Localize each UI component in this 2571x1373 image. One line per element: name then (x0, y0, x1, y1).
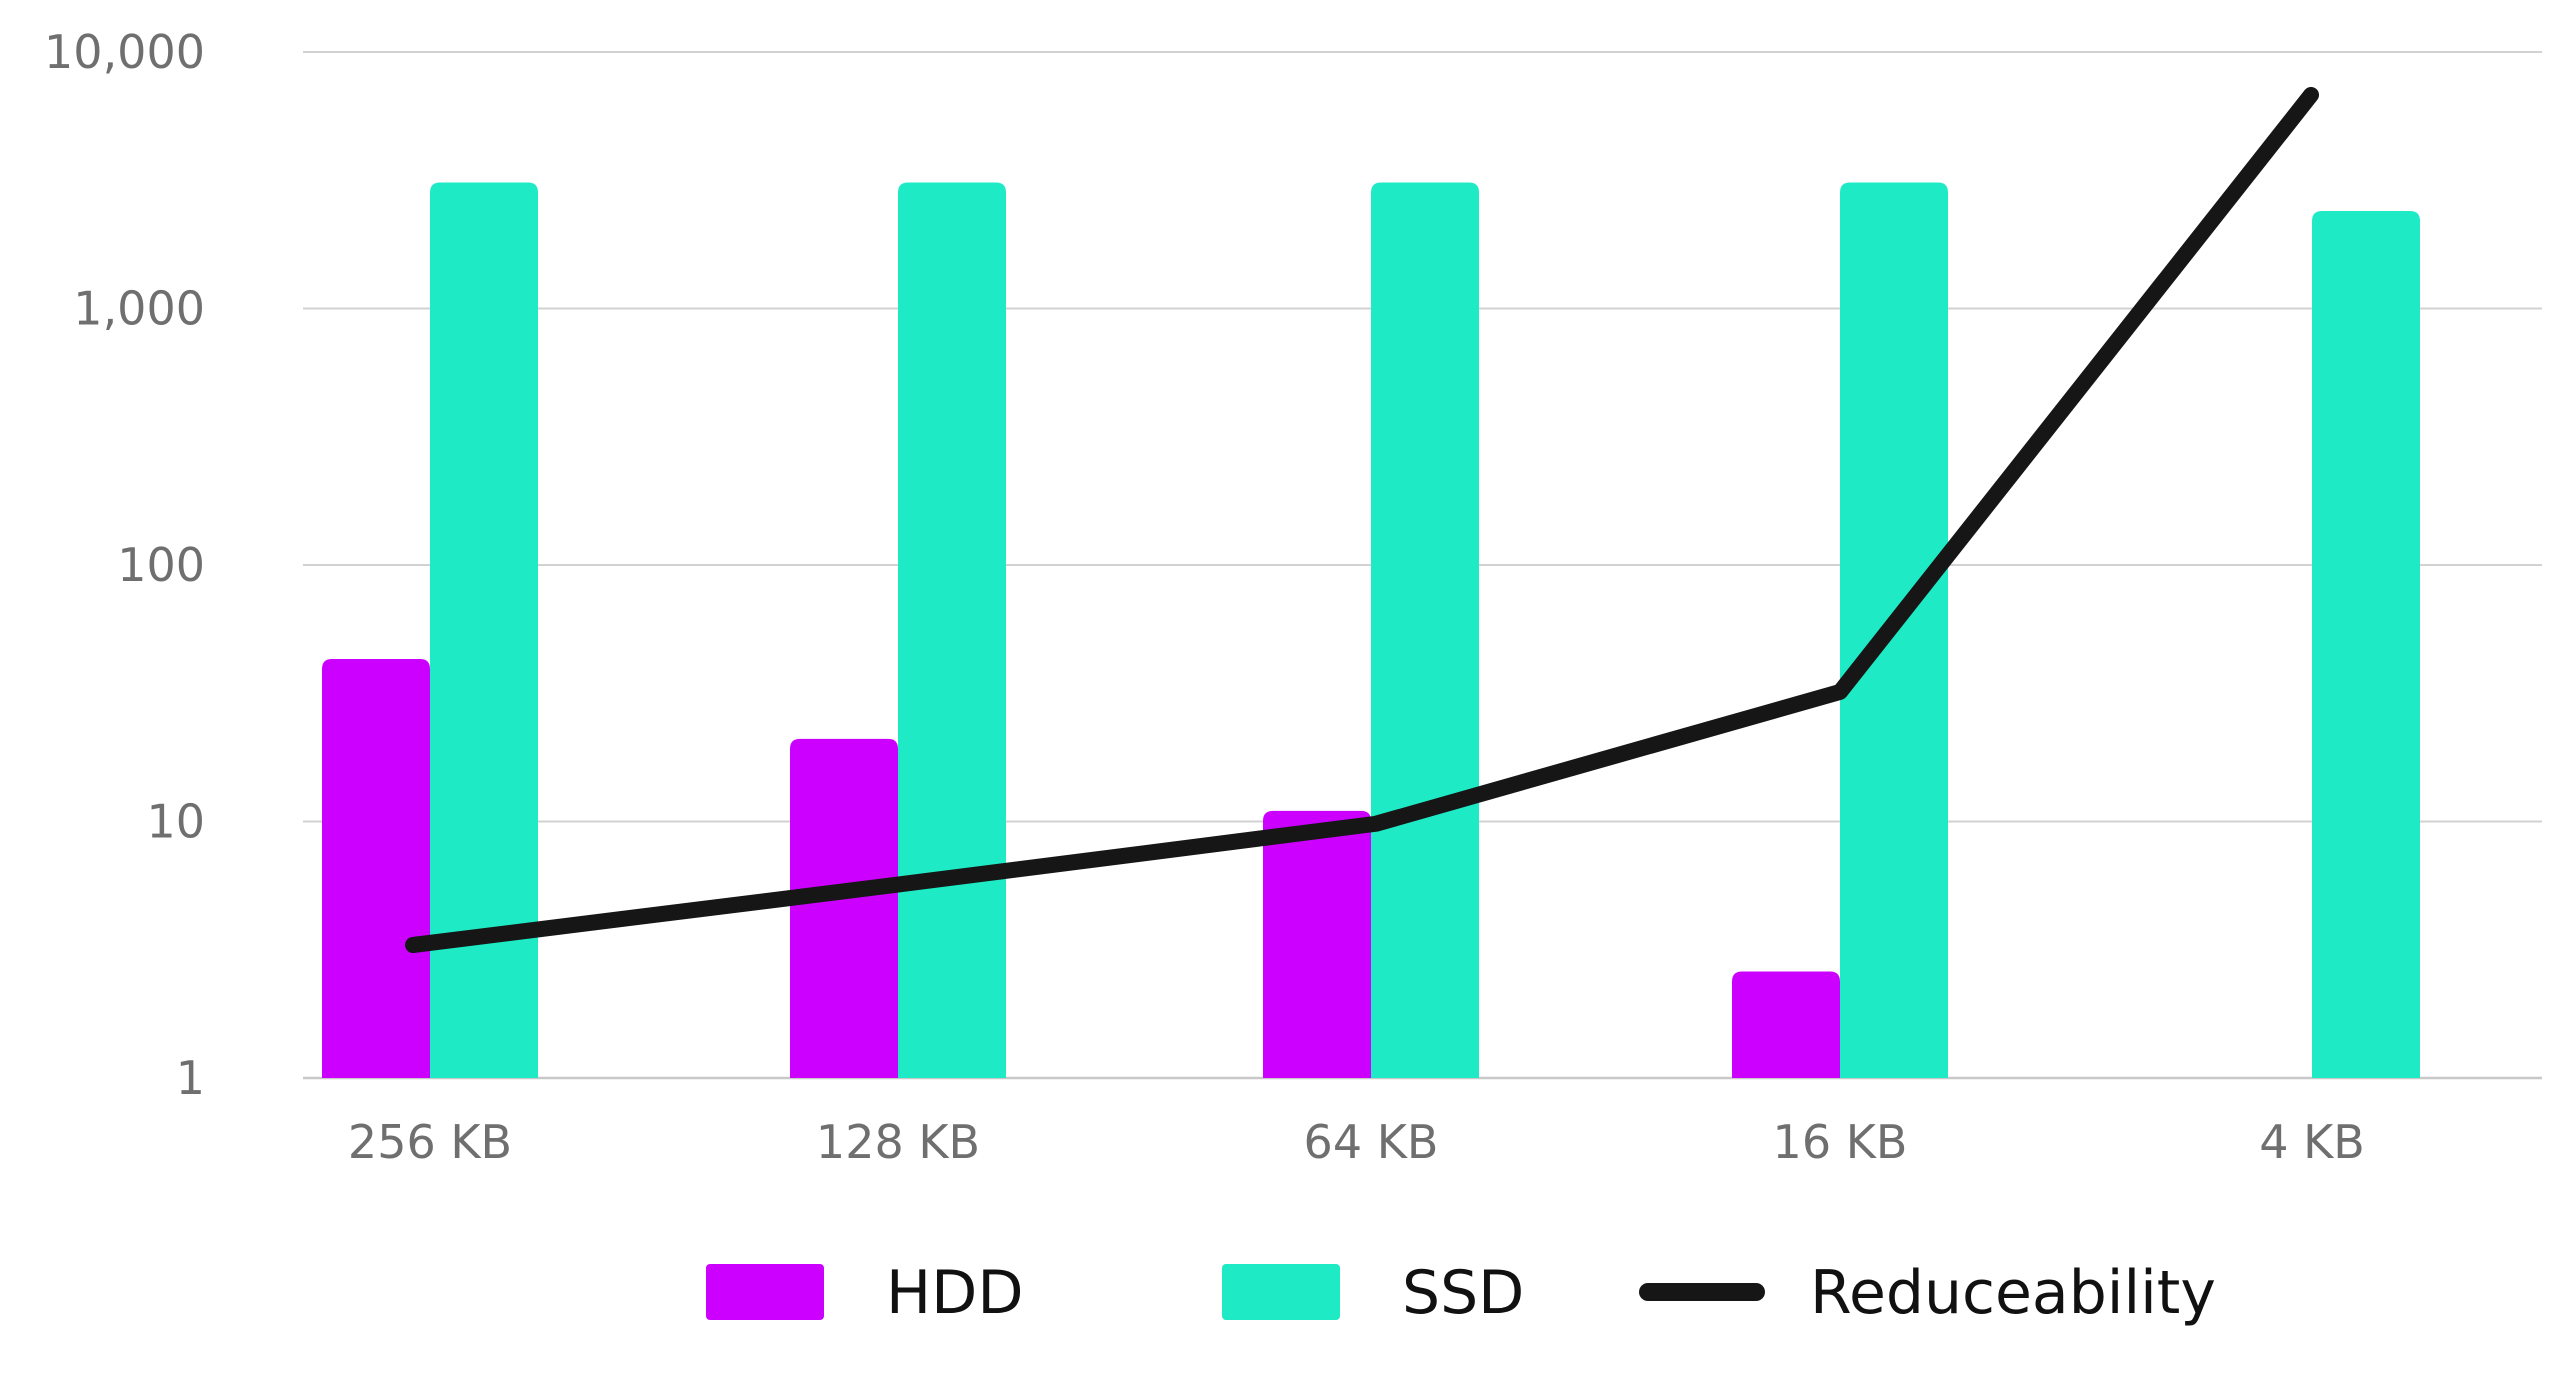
x-axis-ticks: 256 KB 128 KB 64 KB 16 KB 4 KB (348, 1115, 2365, 1169)
bar-ssd-128kb (898, 182, 1006, 1079)
series-line (405, 86, 2319, 954)
legend-label-reduceability: Reduceability (1810, 1258, 2216, 1328)
x-tick-label: 64 KB (1304, 1115, 1439, 1169)
y-tick-label: 10,000 (44, 25, 205, 79)
bar-hdd-64kb (1263, 810, 1371, 1078)
y-tick-label: 1,000 (73, 282, 205, 336)
legend-label-hdd: HDD (886, 1258, 1024, 1328)
y-axis-ticks: 1 10 100 1,000 10,000 (44, 25, 205, 1105)
line-reduceability (405, 86, 2319, 954)
x-tick-label: 256 KB (348, 1115, 512, 1169)
bar-ssd-64kb (1371, 182, 1479, 1079)
bar-hdd-256kb (322, 659, 430, 1078)
x-tick-label: 16 KB (1773, 1115, 1908, 1169)
legend: HDD SSD Reduceability (706, 1258, 2216, 1328)
bar-hdd-128kb (790, 738, 898, 1078)
x-tick-label: 4 KB (2259, 1115, 2365, 1169)
y-tick-label: 1 (176, 1051, 205, 1105)
y-tick-label: 10 (146, 795, 205, 849)
bar-ssd-4kb (2312, 210, 2420, 1078)
bars (322, 182, 2420, 1079)
bar-ssd-256kb (430, 182, 538, 1079)
y-tick-label: 100 (117, 538, 205, 592)
legend-label-ssd: SSD (1402, 1258, 1524, 1328)
bar-hdd-16kb (1732, 971, 1840, 1078)
x-tick-label: 128 KB (816, 1115, 980, 1169)
legend-swatch-ssd (1222, 1264, 1340, 1320)
legend-swatch-hdd (706, 1264, 824, 1320)
